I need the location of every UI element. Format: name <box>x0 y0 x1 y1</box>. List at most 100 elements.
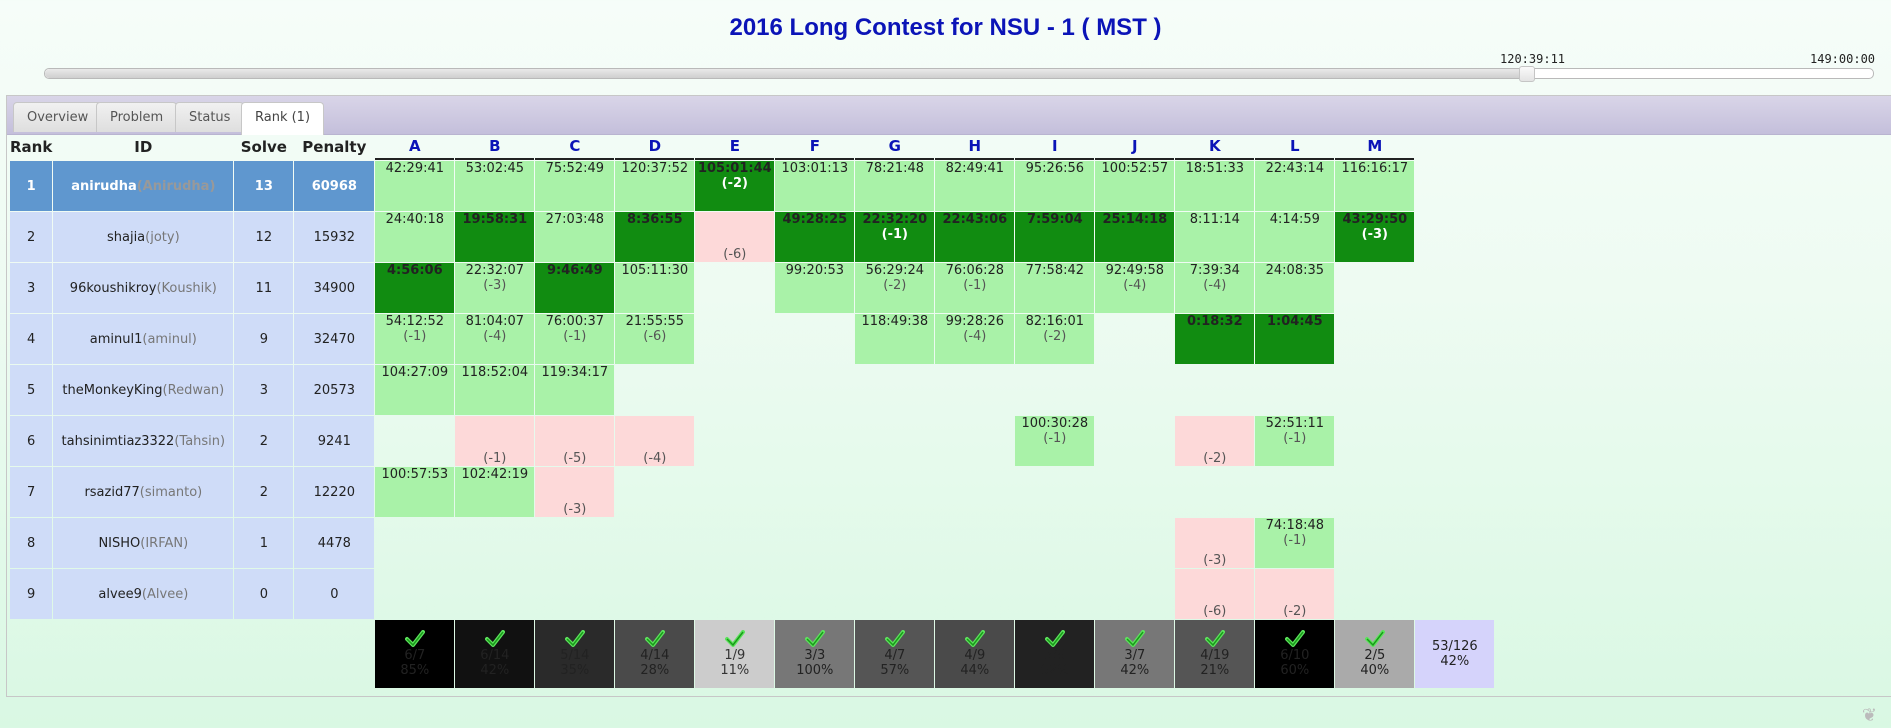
problem-cell-c[interactable]: 119:34:17 <box>535 365 615 415</box>
problem-cell-b[interactable]: 102:42:19 <box>455 467 535 517</box>
problem-cell-f[interactable]: 99:20:53 <box>775 263 855 313</box>
problem-cell-g[interactable]: 56:29:24 (-2) <box>855 263 935 313</box>
tab-overview[interactable]: Overview <box>13 102 103 132</box>
problem-cell-e[interactable]: (-6) <box>695 212 775 262</box>
problem-cell-h[interactable]: 76:06:28 (-1) <box>935 263 1015 313</box>
problem-cell-f[interactable]: 49:28:25 <box>775 212 855 262</box>
problem-cell-b[interactable]: 81:04:07 (-4) <box>455 314 535 364</box>
problem-letter[interactable]: I <box>1052 137 1058 155</box>
problem-letter[interactable]: M <box>1367 137 1383 155</box>
user-cell[interactable]: theMonkeyKing(Redwan) <box>53 365 234 415</box>
problem-header-m[interactable]: M <box>1335 134 1415 160</box>
problem-cell-c[interactable]: (-5) <box>535 416 615 466</box>
problem-header-e[interactable]: E <box>695 134 775 160</box>
user-id[interactable]: alvee9 <box>98 586 142 602</box>
user-id[interactable]: rsazid77 <box>84 484 140 500</box>
problem-letter[interactable]: B <box>489 137 501 155</box>
problem-cell-g[interactable]: 118:49:38 <box>855 314 935 364</box>
problem-header-h[interactable]: H <box>935 134 1015 160</box>
problem-header-i[interactable]: I <box>1015 134 1095 160</box>
problem-letter[interactable]: K <box>1209 137 1221 155</box>
user-cell[interactable]: 96koushikroy(Koushik) <box>53 263 234 313</box>
problem-cell-l[interactable]: 24:08:35 <box>1255 263 1335 313</box>
problem-header-b[interactable]: B <box>455 134 535 160</box>
user-id[interactable]: anirudha <box>71 178 137 194</box>
problem-cell-i[interactable]: 77:58:42 <box>1015 263 1095 313</box>
problem-cell-b[interactable]: (-1) <box>455 416 535 466</box>
problem-cell-j[interactable]: 92:49:58 (-4) <box>1095 263 1175 313</box>
problem-cell-l[interactable]: 74:18:48 (-1) <box>1255 518 1335 568</box>
problem-cell-h[interactable]: 22:43:06 <box>935 212 1015 262</box>
time-slider[interactable] <box>44 66 1874 82</box>
problem-cell-d[interactable]: 8:36:55 <box>615 212 695 262</box>
problem-cell-i[interactable]: 7:59:04 <box>1015 212 1095 262</box>
problem-letter[interactable]: G <box>888 137 901 155</box>
problem-cell-c[interactable]: 76:00:37 (-1) <box>535 314 615 364</box>
problem-cell-l[interactable]: 1:04:45 <box>1255 314 1335 364</box>
problem-header-l[interactable]: L <box>1255 134 1335 160</box>
problem-cell-i[interactable]: 100:30:28 (-1) <box>1015 416 1095 466</box>
problem-cell-h[interactable]: 99:28:26 (-4) <box>935 314 1015 364</box>
problem-cell-l[interactable]: 52:51:11 (-1) <box>1255 416 1335 466</box>
problem-cell-g[interactable]: 22:32:20 (-1) <box>855 212 935 262</box>
problem-cell-j[interactable]: 100:52:57 <box>1095 161 1175 211</box>
problem-letter[interactable]: L <box>1290 137 1300 155</box>
user-id[interactable]: 96koushikroy <box>69 280 157 296</box>
problem-cell-b[interactable]: 22:32:07 (-3) <box>455 263 535 313</box>
user-cell[interactable]: shajia(joty) <box>53 212 234 262</box>
problem-cell-d[interactable]: 105:11:30 <box>615 263 695 313</box>
problem-cell-c[interactable]: (-3) <box>535 467 615 517</box>
user-cell[interactable]: rsazid77(simanto) <box>53 467 234 517</box>
problem-cell-b[interactable]: 53:02:45 <box>455 161 535 211</box>
user-id[interactable]: theMonkeyKing <box>62 382 163 398</box>
problem-cell-l[interactable]: 4:14:59 <box>1255 212 1335 262</box>
problem-cell-m[interactable]: 43:29:50 (-3) <box>1335 212 1415 262</box>
problem-cell-k[interactable]: (-3) <box>1175 518 1255 568</box>
problem-cell-f[interactable]: 103:01:13 <box>775 161 855 211</box>
problem-cell-d[interactable]: 21:55:55 (-6) <box>615 314 695 364</box>
user-cell[interactable]: alvee9(Alvee) <box>53 569 234 619</box>
problem-letter[interactable]: J <box>1132 137 1138 155</box>
problem-header-c[interactable]: C <box>535 134 615 160</box>
problem-cell-d[interactable]: 120:37:52 <box>615 161 695 211</box>
user-cell[interactable]: aminul1(aminul) <box>53 314 234 364</box>
problem-cell-i[interactable]: 95:26:56 <box>1015 161 1095 211</box>
problem-cell-c[interactable]: 27:03:48 <box>535 212 615 262</box>
problem-cell-i[interactable]: 82:16:01 (-2) <box>1015 314 1095 364</box>
problem-letter[interactable]: H <box>968 137 982 155</box>
tab-problem[interactable]: Problem <box>96 102 178 132</box>
problem-cell-a[interactable]: 24:40:18 <box>375 212 455 262</box>
problem-cell-c[interactable]: 75:52:49 <box>535 161 615 211</box>
problem-letter[interactable]: F <box>809 137 820 155</box>
problem-header-j[interactable]: J <box>1095 134 1175 160</box>
problem-cell-k[interactable]: 7:39:34 (-4) <box>1175 263 1255 313</box>
problem-cell-k[interactable]: 0:18:32 <box>1175 314 1255 364</box>
user-id[interactable]: shajia <box>106 229 146 245</box>
problem-cell-c[interactable]: 9:46:49 <box>535 263 615 313</box>
problem-cell-k[interactable]: (-6) <box>1175 569 1255 619</box>
problem-header-f[interactable]: F <box>775 134 855 160</box>
problem-cell-k[interactable]: 8:11:14 <box>1175 212 1255 262</box>
user-cell[interactable]: NISHO(IRFAN) <box>53 518 234 568</box>
problem-cell-d[interactable]: (-4) <box>615 416 695 466</box>
problem-cell-j[interactable]: 25:14:18 <box>1095 212 1175 262</box>
problem-letter[interactable]: E <box>729 137 740 155</box>
user-id[interactable]: aminul1 <box>89 331 143 347</box>
user-id[interactable]: tahsinimtiaz3322 <box>61 433 175 449</box>
time-slider-handle[interactable] <box>1518 66 1535 82</box>
problem-cell-l[interactable]: (-2) <box>1255 569 1335 619</box>
problem-cell-m[interactable]: 116:16:17 <box>1335 161 1415 211</box>
problem-cell-e[interactable]: 105:01:44 (-2) <box>695 161 775 211</box>
problem-header-a[interactable]: A <box>375 134 455 160</box>
problem-cell-l[interactable]: 22:43:14 <box>1255 161 1335 211</box>
problem-cell-k[interactable]: 18:51:33 <box>1175 161 1255 211</box>
tab-rank[interactable]: Rank (1) <box>241 102 325 135</box>
problem-cell-a[interactable]: 100:57:53 <box>375 467 455 517</box>
problem-cell-h[interactable]: 82:49:41 <box>935 161 1015 211</box>
problem-header-g[interactable]: G <box>855 134 935 160</box>
problem-cell-a[interactable]: 4:56:06 <box>375 263 455 313</box>
problem-cell-a[interactable]: 104:27:09 <box>375 365 455 415</box>
user-cell[interactable]: anirudha(Anirudha) <box>53 161 234 211</box>
problem-cell-b[interactable]: 19:58:31 <box>455 212 535 262</box>
problem-letter[interactable]: D <box>648 137 662 155</box>
